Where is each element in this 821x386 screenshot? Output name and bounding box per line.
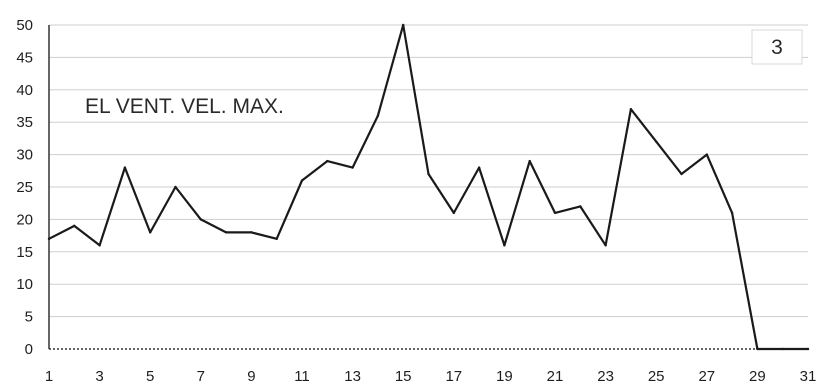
data-point	[781, 347, 784, 351]
data-point	[351, 166, 354, 169]
y-tick-label: 20	[16, 211, 33, 228]
data-point	[730, 211, 734, 215]
x-tick-labels: 1 3 5 7 9 11 13 15 17 19 21 23 25 27 29 31	[45, 368, 817, 385]
y-tick-label: 45	[16, 49, 33, 66]
data-point	[629, 108, 633, 111]
axes	[48, 25, 808, 350]
data-point	[123, 166, 127, 169]
y-tick-label: 10	[16, 276, 33, 293]
data-point	[503, 244, 506, 247]
data-series	[47, 23, 810, 351]
x-tick-label: 15	[395, 368, 412, 385]
x-tick-label: 3	[95, 368, 103, 385]
data-point	[300, 179, 304, 182]
x-tick-label: 1	[45, 368, 53, 385]
data-point	[47, 237, 51, 241]
y-tick-label: 40	[16, 82, 33, 99]
data-point	[705, 153, 708, 156]
data-point	[174, 185, 177, 189]
data-point	[326, 159, 329, 163]
data-point	[604, 244, 607, 247]
data-point	[376, 114, 380, 117]
x-tick-label: 7	[197, 368, 205, 385]
data-point	[250, 231, 253, 234]
x-tick-label: 29	[749, 368, 766, 385]
data-point	[756, 347, 759, 351]
x-tick-label: 13	[344, 368, 361, 385]
x-tick-label: 21	[547, 368, 564, 385]
data-point	[149, 231, 152, 234]
x-tick-label: 25	[648, 368, 665, 385]
x-tick-label: 19	[496, 368, 513, 385]
x-tick-label: 23	[597, 368, 614, 385]
y-tick-label: 25	[16, 179, 33, 196]
x-tick-label: 17	[445, 368, 462, 385]
x-tick-label: 31	[800, 368, 817, 385]
data-point	[452, 211, 455, 215]
data-point	[477, 166, 481, 169]
chart-number: 3	[771, 36, 783, 59]
data-point	[275, 237, 278, 241]
x-tick-label: 9	[247, 368, 255, 385]
data-point	[806, 347, 810, 351]
x-tick-label: 27	[698, 368, 715, 385]
y-tick-label: 5	[25, 309, 33, 326]
y-tick-labels: 0 5 10 15 20 25 30 35 40 45 50	[16, 17, 33, 358]
x-tick-label: 5	[146, 368, 154, 385]
chart-number-box	[751, 29, 803, 65]
y-tick-label: 50	[16, 17, 33, 34]
data-point	[579, 205, 582, 208]
data-point	[98, 244, 101, 247]
data-point	[73, 224, 76, 228]
data-point	[224, 231, 228, 234]
data-point	[528, 159, 531, 163]
chart-annotation: EL VENT. VEL. MAX.	[85, 95, 284, 118]
data-point	[427, 172, 430, 176]
y-tick-label: 35	[16, 114, 33, 131]
data-point	[402, 23, 405, 27]
y-tick-label: 15	[16, 244, 33, 261]
data-point	[655, 140, 658, 143]
y-tick-label: 0	[25, 341, 33, 358]
grid-lines	[49, 24, 808, 318]
y-tick-label: 30	[16, 147, 33, 164]
x-tick-label: 11	[294, 368, 310, 385]
data-point	[553, 211, 557, 215]
data-point	[199, 218, 202, 221]
data-point	[680, 172, 683, 176]
